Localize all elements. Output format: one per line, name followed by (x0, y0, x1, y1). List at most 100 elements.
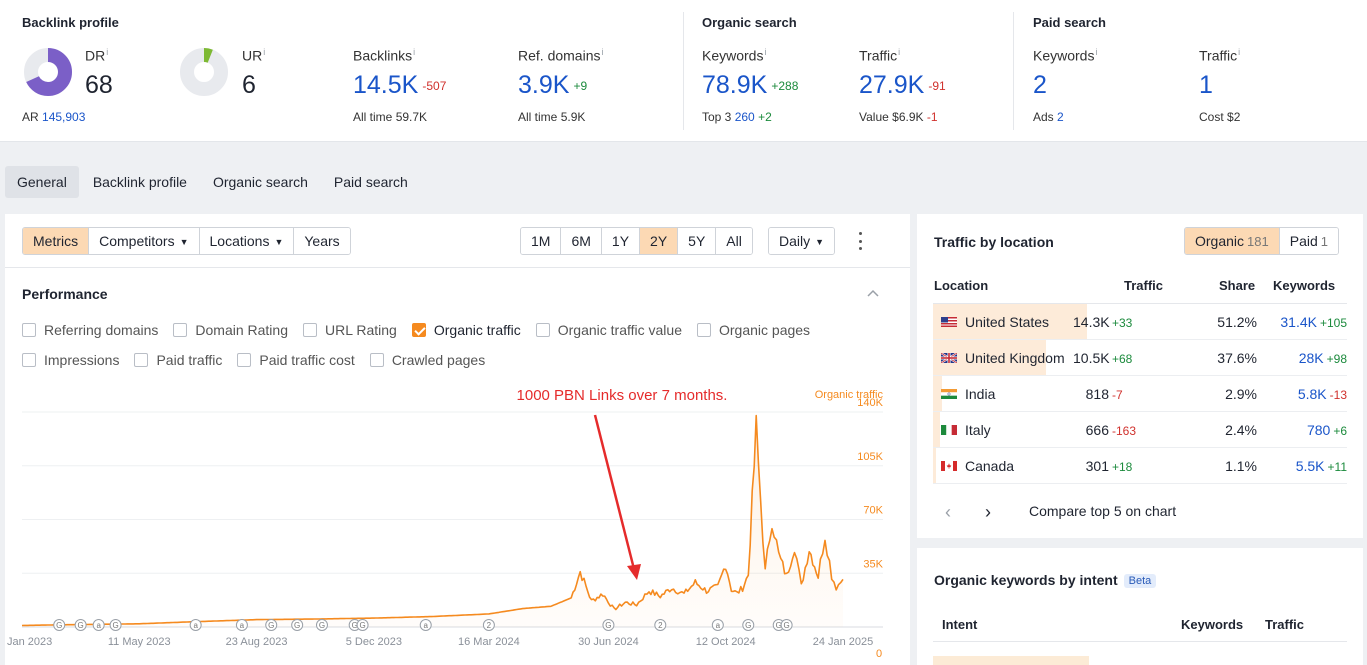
location-column-header[interactable]: Location (934, 278, 989, 293)
ads-value-link[interactable]: 2 (1057, 110, 1064, 124)
location-row[interactable]: Canada 301 +18 1.1% 5.5K +11 (933, 448, 1347, 484)
organic-keywords-label[interactable]: Keywordsi (702, 47, 767, 64)
caret-down-icon: ▼ (179, 237, 189, 247)
ref-domains-label[interactable]: Ref. domainsi (518, 47, 604, 64)
locations-dropdown[interactable]: Locations ▼ (199, 228, 295, 254)
metrics-button[interactable]: Metrics (23, 228, 90, 254)
checkbox-paid-traffic[interactable]: Paid traffic (134, 352, 222, 368)
event-marker-label: G (745, 621, 751, 630)
tab-general[interactable]: General (5, 166, 79, 198)
caret-down-icon: ▼ (815, 237, 825, 247)
checkbox-paid-traffic-cost[interactable]: Paid traffic cost (237, 352, 355, 368)
country-name[interactable]: Italy (965, 422, 991, 438)
checkbox-crawled-pages[interactable]: Crawled pages (369, 352, 485, 368)
checkbox-domain-rating[interactable]: Domain Rating (173, 322, 288, 338)
event-marker (315, 619, 328, 631)
paid-traffic-label[interactable]: Traffici (1199, 47, 1241, 64)
range-2y-button[interactable]: 2Y (640, 228, 679, 254)
info-icon[interactable]: i (764, 47, 767, 57)
tab-backlink-profile[interactable]: Backlink profile (92, 174, 187, 190)
dr-label[interactable]: DRi (85, 47, 109, 64)
intent-column-header[interactable]: Intent (942, 617, 978, 632)
country-name[interactable]: United States (965, 314, 1050, 330)
paid-keywords-value[interactable]: 2 (1033, 71, 1047, 99)
chevron-up-icon[interactable] (866, 287, 880, 299)
event-marker (711, 619, 724, 631)
location-row[interactable]: India 818 -7 2.9% 5.8K -13 (933, 376, 1347, 412)
checkbox-url-rating[interactable]: URL Rating (303, 322, 397, 338)
series-axis-label: Organic traffic (815, 389, 884, 401)
annotation-arrow-head (627, 564, 641, 580)
ur-donut-chart (180, 48, 228, 96)
share-column-header[interactable]: Share (1219, 278, 1256, 293)
range-5y-button[interactable]: 5Y (678, 228, 717, 254)
country-share: 51.2% (1217, 314, 1257, 330)
country-keywords[interactable]: 5.5K +11 (1295, 458, 1347, 474)
ar-value-link[interactable]: 145,903 (42, 110, 86, 124)
tab-organic-search[interactable]: Organic search (212, 174, 308, 190)
dr-donut-chart (24, 48, 72, 96)
country-keywords[interactable]: 5.8K -13 (1297, 386, 1347, 402)
checkbox-organic-traffic-value[interactable]: Organic traffic value (535, 322, 682, 338)
range-1y-button[interactable]: 1Y (601, 228, 641, 254)
organic-traffic-label[interactable]: Traffici (859, 47, 901, 64)
y-tick-label: 140K (857, 397, 883, 409)
backlinks-label[interactable]: Backlinksi (353, 47, 416, 64)
organic-traffic-value[interactable]: 27.9K -91 (859, 71, 946, 99)
traffic-column-header[interactable]: Traffic (1124, 278, 1164, 293)
compare-top5-link[interactable]: Compare top 5 on chart (1029, 503, 1177, 519)
info-icon[interactable]: i (263, 47, 266, 57)
info-icon[interactable]: i (1238, 47, 1241, 57)
tab-paid-search[interactable]: Paid search (333, 174, 408, 190)
paid-keywords-label[interactable]: Keywordsi (1033, 47, 1098, 64)
checkbox-organic-pages[interactable]: Organic pages (697, 322, 810, 338)
more-options-icon[interactable] (857, 232, 863, 250)
traffic-by-location-panel: Traffic by location Organic 181 Paid 1 Loc… (917, 214, 1363, 538)
paid-toggle-button[interactable]: Paid 1 (1279, 228, 1338, 254)
organic-traffic-delta: -91 (928, 79, 946, 94)
country-name[interactable]: United Kingdom (965, 350, 1065, 366)
country-name[interactable]: Canada (965, 458, 1015, 474)
years-button[interactable]: Years (294, 228, 350, 254)
x-tick-label: 16 Mar 2024 (458, 636, 520, 648)
interval-dropdown[interactable]: Daily ▼ (769, 228, 835, 254)
info-icon[interactable]: i (106, 47, 109, 57)
paid-traffic-value[interactable]: 1 (1199, 71, 1213, 99)
table-divider (933, 303, 1347, 304)
checkbox-impressions[interactable]: Impressions (22, 352, 119, 368)
chevron-right-icon[interactable]: › (985, 502, 991, 522)
top3-value-link[interactable]: 260 (734, 110, 755, 124)
chevron-left-icon[interactable]: ‹ (945, 502, 951, 522)
ref-domains-value[interactable]: 3.9K +9 (518, 71, 588, 99)
backlinks-value[interactable]: 14.5K -507 (353, 71, 447, 99)
divider (683, 12, 684, 130)
info-icon[interactable]: i (898, 47, 901, 57)
country-keywords[interactable]: 31.4K +105 (1280, 314, 1347, 330)
location-row[interactable]: Italy 666 -163 2.4% 780 +6 (933, 412, 1347, 448)
checkbox-organic-traffic[interactable]: Organic traffic (411, 322, 521, 338)
keywords-column-header[interactable]: Keywords (1273, 278, 1336, 293)
range-6m-button[interactable]: 6M (561, 228, 602, 254)
intent-traffic-column-header[interactable]: Traffic (1265, 617, 1305, 632)
organic-keywords-value[interactable]: 78.9K +288 (702, 71, 799, 99)
intent-keywords-column-header[interactable]: Keywords (1181, 617, 1244, 632)
country-keywords[interactable]: 28K +98 (1298, 350, 1347, 366)
competitors-dropdown[interactable]: Competitors ▼ (89, 228, 200, 254)
country-share: 2.4% (1225, 422, 1257, 438)
location-row[interactable]: United Kingdom 10.5K +68 37.6% 28K +98 (933, 340, 1347, 376)
info-icon[interactable]: i (1095, 47, 1098, 57)
organic-toggle-button[interactable]: Organic 181 (1185, 228, 1280, 254)
event-marker (419, 619, 432, 631)
location-row[interactable]: United States 14.3K +33 51.2% 31.4K +105 (933, 304, 1347, 340)
x-tick-label: 24 Jan 2025 (813, 636, 874, 648)
info-icon[interactable]: i (601, 47, 604, 57)
country-keywords[interactable]: 780 +6 (1306, 422, 1347, 438)
range-all-button[interactable]: All (716, 228, 752, 254)
range-1m-button[interactable]: 1M (521, 228, 562, 254)
info-icon[interactable]: i (413, 47, 416, 57)
checkbox-referring-domains[interactable]: Referring domains (22, 322, 158, 338)
country-name[interactable]: India (965, 386, 996, 402)
ur-label[interactable]: URi (242, 47, 266, 64)
event-marker-label: a (193, 621, 198, 630)
